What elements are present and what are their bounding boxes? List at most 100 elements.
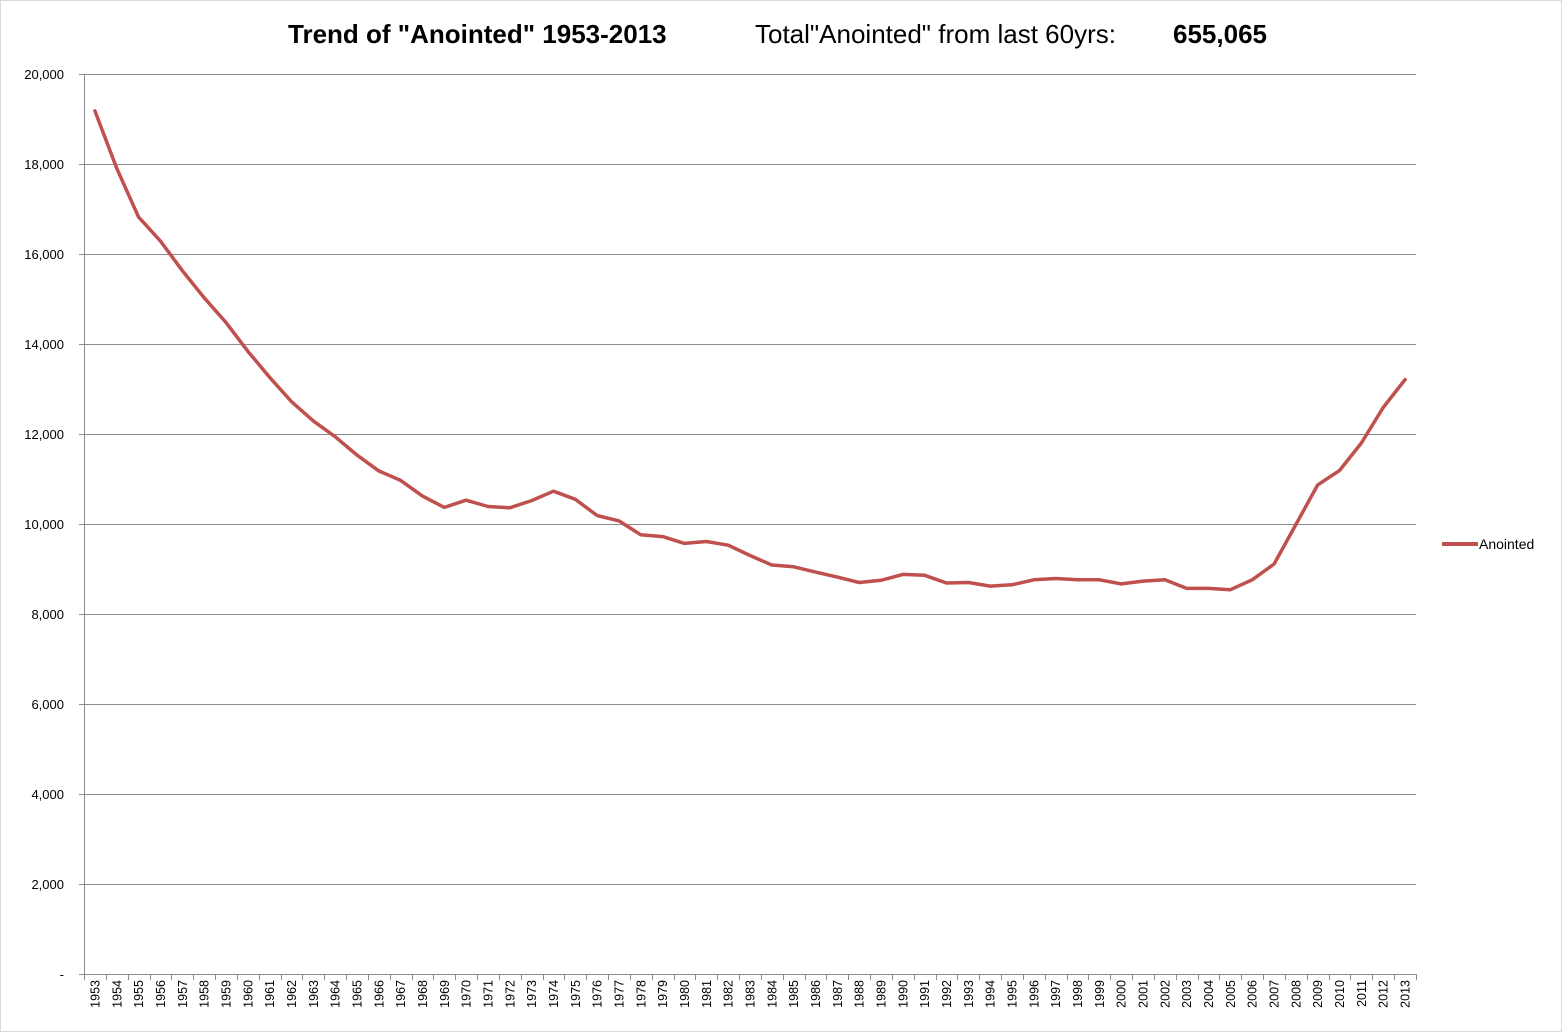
total-label: Total"Anointed" from last 60yrs: bbox=[755, 19, 1116, 49]
data-point-1994 bbox=[989, 585, 992, 588]
y-tick-label-3: 6,000 bbox=[31, 697, 64, 712]
data-point-2011 bbox=[1360, 442, 1363, 445]
x-tick-label-1974: 1974 bbox=[547, 980, 561, 1008]
data-point-1970 bbox=[465, 499, 468, 502]
data-point-1988 bbox=[858, 581, 861, 584]
legend-swatch-anointed bbox=[1442, 542, 1478, 546]
x-tick-label-1986: 1986 bbox=[809, 980, 823, 1008]
x-tick-label-1971: 1971 bbox=[481, 980, 495, 1008]
x-tick-label-1976: 1976 bbox=[591, 980, 605, 1008]
x-tick-label-1953: 1953 bbox=[88, 980, 102, 1008]
x-tick-label-1979: 1979 bbox=[656, 980, 670, 1008]
data-point-1997 bbox=[1054, 577, 1057, 580]
x-tick-label-1973: 1973 bbox=[525, 980, 539, 1008]
axes bbox=[79, 74, 1417, 980]
data-point-1993 bbox=[967, 581, 970, 584]
data-point-2005 bbox=[1229, 588, 1232, 591]
x-tick-label-1961: 1961 bbox=[263, 980, 277, 1008]
y-tick-label-10: 20,000 bbox=[24, 67, 64, 82]
y-tick-label-6: 12,000 bbox=[24, 427, 64, 442]
data-point-1973 bbox=[530, 499, 533, 502]
data-point-1954 bbox=[115, 167, 118, 170]
x-tick-label-2010: 2010 bbox=[1333, 980, 1347, 1008]
x-tick-label-1975: 1975 bbox=[569, 980, 583, 1008]
x-tick-label-1981: 1981 bbox=[700, 980, 714, 1008]
x-tick-label-2003: 2003 bbox=[1180, 980, 1194, 1008]
data-point-1976 bbox=[596, 514, 599, 517]
data-point-1953 bbox=[93, 109, 96, 112]
x-tick-label-1955: 1955 bbox=[132, 980, 146, 1008]
x-tick-label-1992: 1992 bbox=[940, 980, 954, 1008]
x-tick-label-1990: 1990 bbox=[896, 980, 910, 1008]
data-point-1983 bbox=[749, 554, 752, 557]
data-point-2007 bbox=[1273, 563, 1276, 566]
x-tick-label-1997: 1997 bbox=[1049, 980, 1063, 1008]
x-tick-label-1995: 1995 bbox=[1006, 980, 1020, 1008]
y-tick-label-8: 16,000 bbox=[24, 247, 64, 262]
x-tick-label-1954: 1954 bbox=[110, 980, 124, 1008]
x-tick-label-2005: 2005 bbox=[1224, 980, 1238, 1008]
data-point-1967 bbox=[399, 479, 402, 482]
data-point-1968 bbox=[421, 495, 424, 498]
chart-title: Trend of "Anointed" 1953-2013 bbox=[288, 19, 667, 49]
gridlines bbox=[84, 74, 1416, 885]
x-tick-label-2001: 2001 bbox=[1137, 980, 1151, 1008]
data-point-1956 bbox=[159, 240, 162, 243]
series-anointed bbox=[93, 109, 1407, 592]
data-point-1986 bbox=[814, 571, 817, 574]
x-tick-label-1989: 1989 bbox=[875, 980, 889, 1008]
y-axis-tick-labels: - 2,000 4,000 6,000 8,000 10,000 12,000 14,000 1… bbox=[24, 67, 64, 982]
data-point-1962 bbox=[290, 400, 293, 403]
x-tick-label-1984: 1984 bbox=[765, 980, 779, 1008]
x-tick-label-2008: 2008 bbox=[1289, 980, 1303, 1008]
x-tick-label-1966: 1966 bbox=[372, 980, 386, 1008]
x-tick-label-1978: 1978 bbox=[634, 980, 648, 1008]
x-tick-label-1959: 1959 bbox=[219, 980, 233, 1008]
data-point-2010 bbox=[1338, 469, 1341, 472]
data-point-1965 bbox=[356, 454, 359, 457]
data-point-2006 bbox=[1251, 578, 1254, 581]
data-point-1972 bbox=[508, 506, 511, 509]
data-point-1979 bbox=[661, 535, 664, 538]
x-tick-label-1988: 1988 bbox=[853, 980, 867, 1008]
x-tick-label-2006: 2006 bbox=[1246, 980, 1260, 1008]
y-tick-label-7: 14,000 bbox=[24, 337, 64, 352]
x-axis-tick-labels: 1953 1954 1955 1956 1957 1958 1959 1960 1961 1962… bbox=[88, 980, 1412, 1008]
data-point-1984 bbox=[770, 564, 773, 567]
total-value: 655,065 bbox=[1173, 19, 1267, 49]
x-tick-label-2009: 2009 bbox=[1311, 980, 1325, 1008]
data-point-1981 bbox=[705, 540, 708, 543]
data-point-1999 bbox=[1098, 578, 1101, 581]
x-tick-label-1960: 1960 bbox=[241, 980, 255, 1008]
x-tick-label-1963: 1963 bbox=[307, 980, 321, 1008]
x-tick-label-2002: 2002 bbox=[1158, 980, 1172, 1008]
x-tick-label-2011: 2011 bbox=[1355, 980, 1369, 1007]
data-point-1977 bbox=[618, 519, 621, 522]
data-point-1971 bbox=[487, 505, 490, 508]
series-line-anointed bbox=[93, 109, 1407, 592]
x-tick-label-1964: 1964 bbox=[329, 980, 343, 1008]
data-point-2001 bbox=[1142, 580, 1145, 583]
y-tick-label-4: 8,000 bbox=[31, 607, 64, 622]
data-point-1995 bbox=[1011, 583, 1014, 586]
legend-label-anointed: Anointed bbox=[1479, 536, 1535, 552]
data-point-1987 bbox=[836, 576, 839, 579]
data-point-1996 bbox=[1032, 578, 1035, 581]
x-tick-label-1965: 1965 bbox=[350, 980, 364, 1008]
x-tick-label-2007: 2007 bbox=[1268, 980, 1282, 1008]
x-tick-label-2012: 2012 bbox=[1377, 980, 1391, 1008]
data-point-1957 bbox=[181, 269, 184, 272]
x-tick-label-1994: 1994 bbox=[984, 980, 998, 1008]
x-tick-label-1958: 1958 bbox=[198, 980, 212, 1008]
data-point-1980 bbox=[683, 542, 686, 545]
y-tick-label-5: 10,000 bbox=[24, 517, 64, 532]
y-tick-label-1: 2,000 bbox=[31, 877, 64, 892]
x-tick-label-1987: 1987 bbox=[831, 980, 845, 1008]
x-tick-label-1969: 1969 bbox=[438, 980, 452, 1008]
data-point-1975 bbox=[574, 498, 577, 501]
data-point-1991 bbox=[923, 574, 926, 577]
data-point-1963 bbox=[312, 419, 315, 422]
x-tick-label-1999: 1999 bbox=[1093, 980, 1107, 1008]
x-tick-label-1998: 1998 bbox=[1071, 980, 1085, 1008]
